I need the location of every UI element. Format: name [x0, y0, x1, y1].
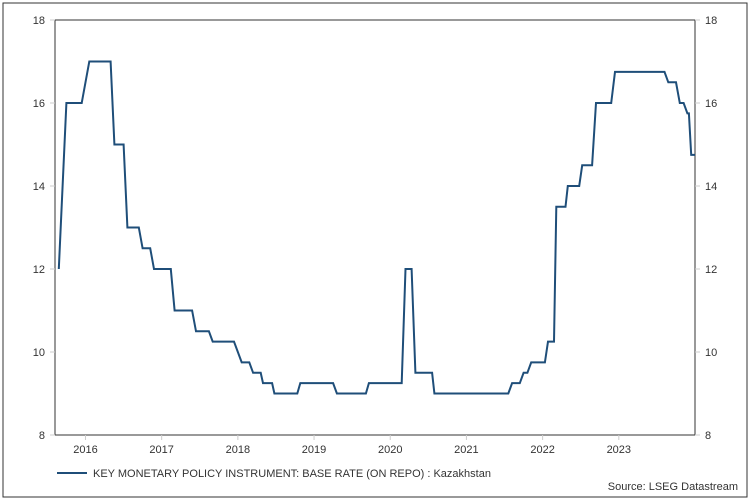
- y-axis-label-left: 10: [33, 347, 45, 359]
- x-axis-label: 2023: [607, 444, 631, 456]
- outer-border: [3, 3, 747, 497]
- y-axis-label-left: 18: [33, 15, 45, 27]
- x-axis-label: 2018: [226, 444, 250, 456]
- x-axis-label: 2021: [454, 444, 478, 456]
- y-axis-label-left: 16: [33, 98, 45, 110]
- y-axis-label-left: 8: [39, 430, 45, 442]
- y-axis-label-right: 14: [705, 181, 717, 193]
- x-axis-label: 2020: [378, 444, 402, 456]
- source-label: Source: LSEG Datastream: [608, 481, 738, 493]
- y-axis-label-right: 16: [705, 98, 717, 110]
- series-line: [59, 62, 695, 394]
- y-axis-label-right: 8: [705, 430, 711, 442]
- line-chart: 8 8 10 10 12 12 14 14 16 16 18 18 2016 2017 2018 2019 20…: [0, 0, 750, 500]
- y-axis-label-left: 12: [33, 264, 45, 276]
- y-axis-label-right: 12: [705, 264, 717, 276]
- x-axis-label: 2016: [73, 444, 97, 456]
- x-axis-label: 2022: [530, 444, 554, 456]
- plot-border: [55, 20, 695, 435]
- chart-container: 8 8 10 10 12 12 14 14 16 16 18 18 2016 2017 2018 2019 20…: [0, 0, 750, 500]
- legend-label: KEY MONETARY POLICY INSTRUMENT: BASE RAT…: [93, 468, 491, 480]
- y-axis-label-right: 18: [705, 15, 717, 27]
- x-axis-label: 2017: [149, 444, 173, 456]
- y-axis-label-right: 10: [705, 347, 717, 359]
- x-axis-label: 2019: [302, 444, 326, 456]
- y-axis-label-left: 14: [33, 181, 45, 193]
